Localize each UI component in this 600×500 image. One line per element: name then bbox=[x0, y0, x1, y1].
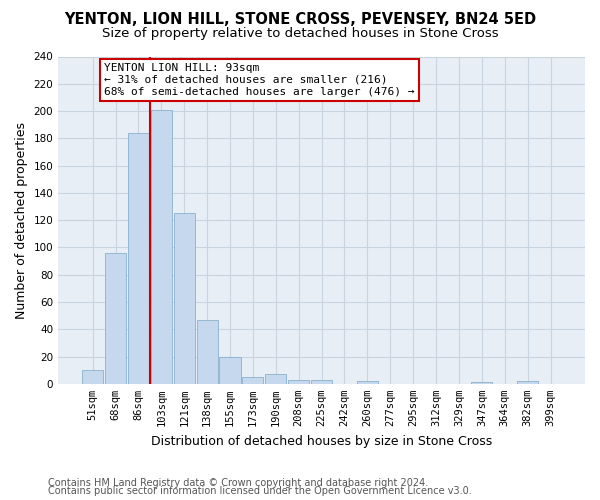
Bar bbox=[128, 133, 149, 384]
Bar bbox=[242, 377, 263, 384]
Bar bbox=[517, 381, 538, 384]
Bar bbox=[105, 253, 126, 384]
X-axis label: Distribution of detached houses by size in Stone Cross: Distribution of detached houses by size … bbox=[151, 434, 492, 448]
Bar bbox=[288, 380, 309, 384]
Bar bbox=[173, 214, 195, 384]
Bar bbox=[472, 382, 493, 384]
Bar bbox=[311, 380, 332, 384]
Text: YENTON LION HILL: 93sqm
← 31% of detached houses are smaller (216)
68% of semi-d: YENTON LION HILL: 93sqm ← 31% of detache… bbox=[104, 64, 415, 96]
Text: Size of property relative to detached houses in Stone Cross: Size of property relative to detached ho… bbox=[101, 28, 499, 40]
Text: Contains HM Land Registry data © Crown copyright and database right 2024.: Contains HM Land Registry data © Crown c… bbox=[48, 478, 428, 488]
Bar bbox=[151, 110, 172, 384]
Bar bbox=[357, 381, 378, 384]
Y-axis label: Number of detached properties: Number of detached properties bbox=[15, 122, 28, 318]
Bar bbox=[197, 320, 218, 384]
Bar bbox=[265, 374, 286, 384]
Text: Contains public sector information licensed under the Open Government Licence v3: Contains public sector information licen… bbox=[48, 486, 472, 496]
Bar bbox=[220, 356, 241, 384]
Text: YENTON, LION HILL, STONE CROSS, PEVENSEY, BN24 5ED: YENTON, LION HILL, STONE CROSS, PEVENSEY… bbox=[64, 12, 536, 28]
Bar bbox=[82, 370, 103, 384]
